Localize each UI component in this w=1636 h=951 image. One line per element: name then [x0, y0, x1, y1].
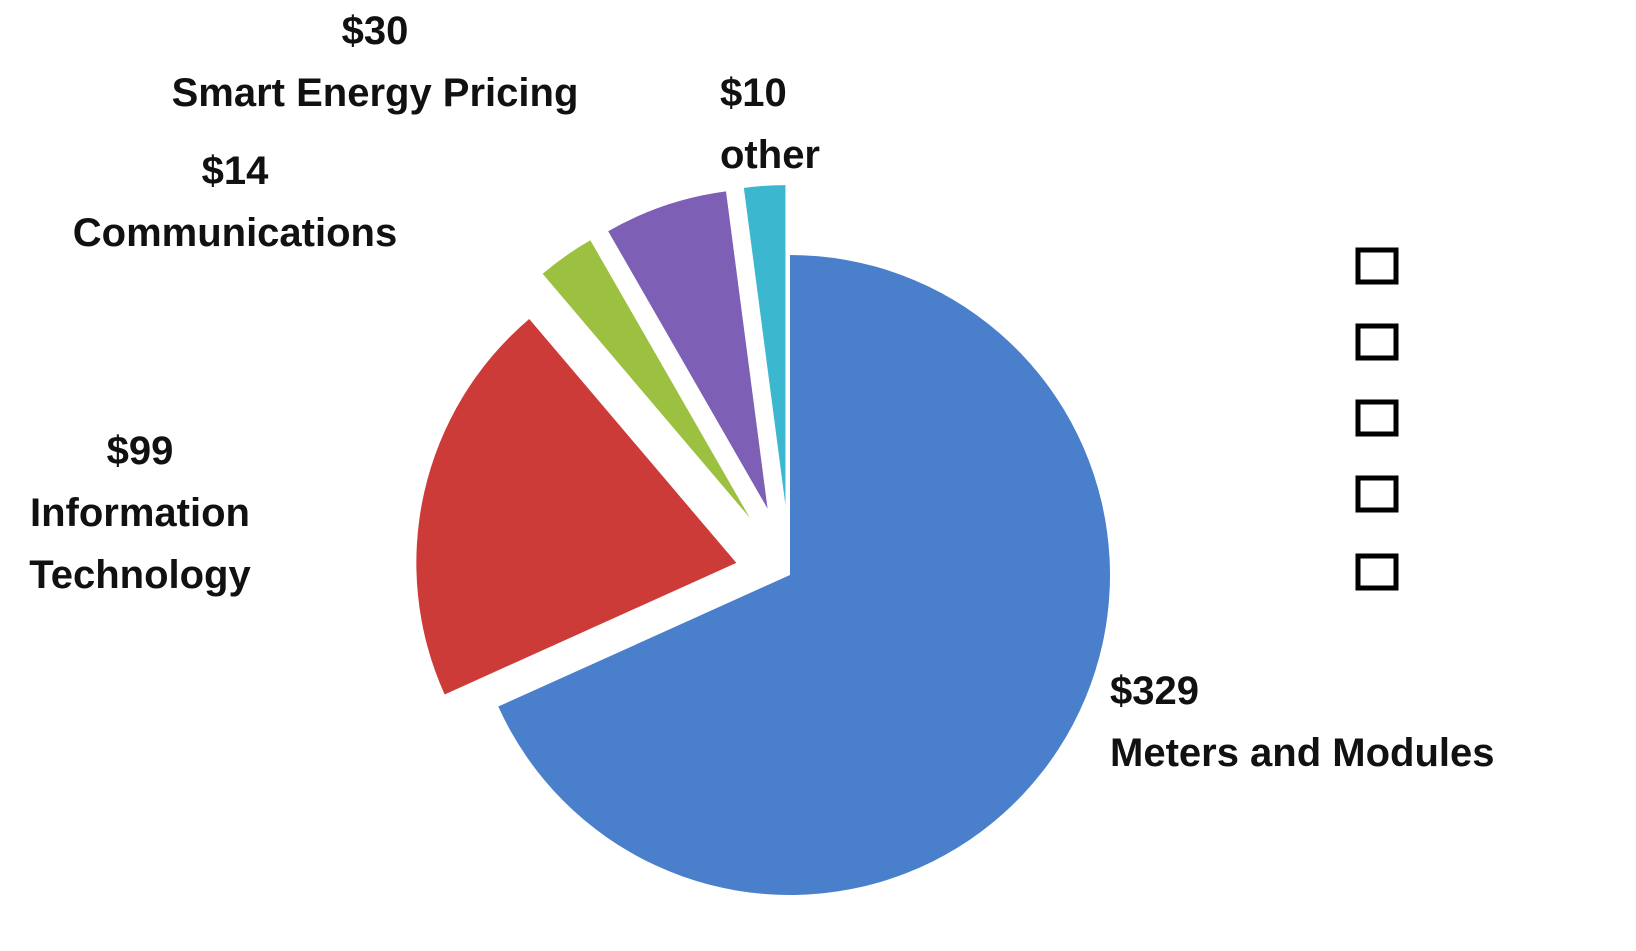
value-label: $14	[201, 149, 269, 193]
value-label: $10	[720, 71, 787, 115]
legend	[1355, 247, 1399, 591]
slice-label: $329 Meters and Modules	[1110, 660, 1570, 784]
slice-label: $14 Communications	[40, 140, 430, 264]
legend-box	[1355, 323, 1399, 361]
category-label: Meters and Modules	[1110, 731, 1495, 775]
category-label: Information Technology	[29, 491, 251, 597]
pie-slice	[416, 318, 737, 695]
pie-slice	[498, 255, 1110, 895]
legend-box	[1355, 399, 1399, 437]
slice-label: $30 Smart Energy Pricing	[140, 0, 610, 124]
value-label: $329	[1110, 669, 1199, 713]
category-label: other	[720, 133, 820, 177]
slice-label: $10 other	[720, 62, 880, 186]
pie-slice	[743, 185, 786, 506]
pie-slice	[542, 240, 750, 518]
slice-label: $99 Information Technology	[0, 420, 280, 606]
category-label: Smart Energy Pricing	[171, 71, 579, 115]
value-label: $30	[341, 9, 409, 53]
value-label: $99	[106, 429, 174, 473]
category-label: Communications	[72, 211, 398, 255]
legend-box	[1355, 475, 1399, 513]
pie-slice	[608, 191, 768, 509]
legend-box	[1355, 247, 1399, 285]
legend-box	[1355, 553, 1399, 591]
